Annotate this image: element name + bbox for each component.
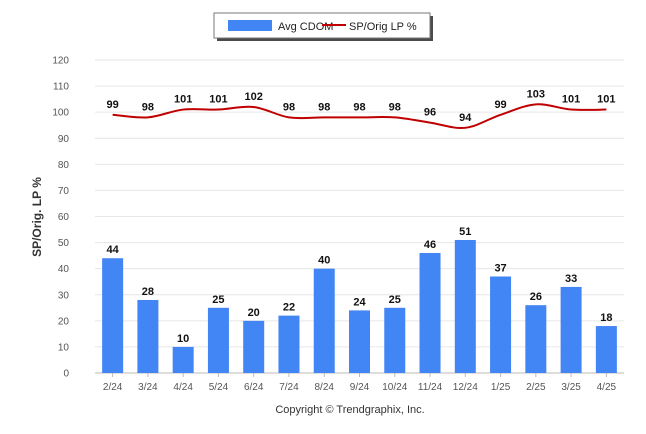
y-tick-label: 40: [58, 264, 70, 275]
x-tick-label: 7/24: [279, 382, 299, 393]
line-value-label: 103: [527, 88, 545, 100]
legend: Avg CDOM SP/Orig LP %: [213, 12, 433, 41]
legend-label-line: SP/Orig LP %: [349, 21, 417, 33]
bar: [243, 320, 265, 373]
line-path: [112, 103, 607, 130]
legend-label-bar: Avg CDOM: [278, 21, 333, 33]
bar-value-label: 24: [353, 296, 366, 308]
legend-swatch-bar: [228, 20, 272, 31]
bar: [525, 305, 547, 373]
bar-value-label: 22: [283, 302, 295, 314]
line-series: 99 98 101 101 102 98 98 98 98 96 94 99 103 101 101: [107, 88, 616, 130]
x-tick-label: 3/25: [561, 382, 581, 393]
y-tick-label: 70: [58, 186, 70, 197]
bar-value-label: 25: [389, 294, 401, 306]
line-value-label: 98: [318, 101, 330, 113]
y-tick-label: 80: [58, 160, 70, 171]
line-value-label: 102: [245, 91, 263, 103]
x-tick-label: 12/24: [453, 382, 478, 393]
y-tick-label: 0: [63, 369, 69, 380]
copyright: Copyright © Trendgraphix, Inc.: [275, 404, 424, 416]
y-tick-label: 20: [58, 316, 70, 327]
line-value-label: 98: [283, 101, 295, 113]
bar: [384, 307, 406, 373]
line-value-label: 98: [142, 101, 154, 113]
bar-value-label: 26: [530, 291, 542, 303]
bar-value-label: 28: [142, 286, 154, 298]
bar-value-label: 51: [459, 226, 471, 238]
line-value-label: 96: [424, 107, 436, 119]
y-tick-label: 90: [58, 134, 70, 145]
x-tick-label: 6/24: [244, 382, 264, 393]
y-tick-label: 30: [58, 290, 70, 301]
bar: [102, 258, 124, 373]
x-tick-label: 10/24: [382, 382, 407, 393]
y-tick-label: 110: [53, 82, 69, 93]
line-value-label: 101: [174, 94, 192, 106]
bar-value-label: 20: [248, 307, 260, 319]
x-tick-label: 2/25: [526, 382, 546, 393]
x-tick-label: 2/24: [103, 382, 123, 393]
line-value-label: 101: [597, 94, 615, 106]
x-tick-label: 9/24: [350, 382, 370, 393]
bar: [207, 307, 229, 373]
line-value-label: 101: [562, 94, 580, 106]
line-value-label: 94: [459, 112, 472, 124]
bar-value-label: 18: [600, 312, 612, 324]
line-value-label: 101: [209, 94, 227, 106]
bar: [419, 253, 441, 373]
y-tick-label: 60: [58, 212, 70, 223]
bar: [278, 315, 300, 373]
x-tick-label: 11/24: [418, 382, 443, 393]
line-value-label: 99: [107, 99, 119, 111]
line-value-label: 99: [494, 99, 506, 111]
x-tick-label: 5/24: [209, 382, 229, 393]
bar-value-label: 37: [494, 262, 506, 274]
y-tick-label: 50: [58, 238, 70, 249]
y-tick-label: 100: [52, 108, 69, 119]
bar-value-label: 10: [177, 333, 189, 345]
bar: [490, 276, 512, 373]
bar-value-label: 33: [565, 273, 577, 285]
y-axis: 0 10 20 30 40 50 60 70 80 90 100 110 120: [52, 56, 69, 380]
x-tick-label: 8/24: [314, 382, 334, 393]
bar-series: 44 28 10 25 20 22 40 24 25 46 51 37 26 33 18: [102, 226, 617, 373]
x-tick-label: 1/25: [491, 382, 511, 393]
y-tick-label: 120: [52, 56, 69, 67]
bar-value-label: 46: [424, 239, 436, 251]
x-tick-label: 4/24: [173, 382, 193, 393]
y-tick-label: 10: [58, 342, 70, 353]
bar: [137, 299, 159, 373]
bar-value-label: 44: [107, 244, 120, 256]
x-tick-label: 3/24: [138, 382, 158, 393]
y-axis-title: SP/Orig. LP %: [30, 177, 44, 257]
bar: [454, 239, 476, 373]
bar: [560, 286, 582, 373]
bar-value-label: 25: [212, 294, 224, 306]
bar-value-label: 40: [318, 255, 330, 267]
line-value-label: 98: [389, 101, 401, 113]
bar: [349, 310, 370, 373]
bar: [595, 326, 617, 373]
bar: [172, 346, 194, 373]
line-value-label: 98: [353, 101, 365, 113]
x-axis: 2/24 3/24 4/24 5/24 6/24 7/24 8/24 9/24 10/24 11/…: [103, 373, 617, 393]
bar: [313, 268, 335, 373]
x-tick-label: 4/25: [597, 382, 617, 393]
